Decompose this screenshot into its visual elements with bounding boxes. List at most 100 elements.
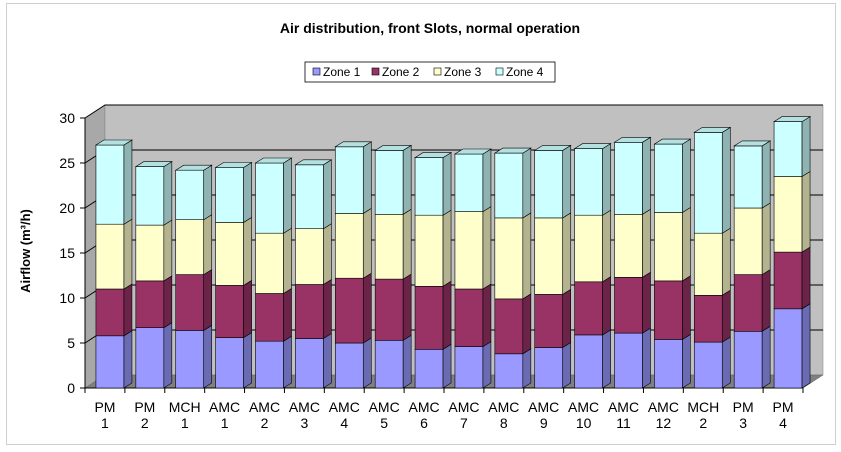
bar-segment (773, 303, 811, 389)
bar-segment (175, 214, 213, 276)
bar-segment (175, 269, 213, 331)
bar-segment (135, 219, 173, 282)
legend-box (304, 61, 556, 83)
bar-segment (374, 208, 412, 280)
x-tick-label: 3 (300, 415, 308, 431)
x-tick-label: 2 (261, 415, 269, 431)
y-tick-label: 5 (67, 335, 75, 351)
x-tick-label: 8 (500, 415, 508, 431)
x-tick-label: 4 (340, 415, 348, 431)
bar-segment (215, 216, 252, 286)
bar-segment (374, 273, 412, 341)
legend-label: Zone 1 (323, 65, 361, 79)
x-tick-label: 2 (699, 415, 707, 431)
bar-segment (614, 327, 651, 389)
bar-segment (693, 126, 732, 234)
bar-segment (733, 325, 771, 389)
bar-segment (135, 275, 173, 329)
bar-segment (334, 207, 372, 279)
x-tick-label: 9 (540, 415, 548, 431)
bar-segment (414, 280, 452, 350)
bar-segment (175, 324, 213, 389)
bar-segment (493, 147, 532, 219)
x-tick-label: MCH (169, 399, 201, 415)
x-tick-label: AMC (448, 399, 479, 415)
x-tick-label: 6 (420, 415, 428, 431)
legend-swatch (433, 67, 442, 76)
bar-segment (733, 140, 772, 209)
x-tick-label: PM (733, 399, 754, 415)
bar-segment (94, 139, 133, 225)
bar-segment (773, 116, 812, 178)
x-tick-label: AMC (488, 399, 519, 415)
x-tick-label: 3 (739, 415, 747, 431)
x-tick-label: PM (94, 399, 115, 415)
gridline (84, 104, 823, 119)
bar-segment (534, 341, 572, 389)
bar-segment (574, 209, 611, 283)
bar-segment (534, 212, 572, 295)
x-tick-label: AMC (209, 399, 240, 415)
x-tick-label: 1 (101, 415, 109, 431)
bar-segment (573, 143, 612, 216)
bar-segment (414, 152, 453, 216)
legend: Zone 1 Zone 2 Zone 3 Zone 4 (304, 61, 556, 83)
bar-segment (654, 333, 691, 389)
bar-segment (334, 141, 373, 214)
x-tick-label: AMC (369, 399, 400, 415)
bar-segment (773, 246, 811, 310)
bar-segment (134, 161, 173, 226)
bar-segment (95, 218, 133, 290)
legend-swatch (371, 67, 380, 76)
legend-label: Zone 2 (382, 65, 420, 79)
legend-item: Zone 2 (371, 65, 420, 79)
bar-segment (454, 206, 492, 290)
bar-segment (374, 144, 413, 215)
bar-segment (214, 161, 253, 223)
y-tick-label: 20 (59, 200, 75, 216)
bar-segment (733, 269, 771, 332)
bar-segment (334, 272, 372, 344)
bar-segment (454, 283, 492, 348)
y-axis-label: Airflow (m³/h) (18, 209, 33, 293)
x-tick-label: 12 (656, 415, 672, 431)
y-tick-label: 30 (59, 110, 75, 126)
bars (94, 116, 812, 389)
bar-segment (693, 227, 731, 296)
x-tick-label: 7 (460, 415, 468, 431)
legend-item: Zone 3 (433, 65, 482, 79)
bar-segment (494, 293, 532, 355)
x-tick-label: PM (773, 399, 794, 415)
bar-segment (614, 208, 651, 278)
bar-segment (454, 341, 492, 389)
bar-segment (414, 209, 452, 287)
bar-segment (295, 278, 332, 340)
bar-segment (574, 329, 611, 389)
x-tick-label: MCH (687, 399, 719, 415)
x-tick-label: 2 (141, 415, 149, 431)
x-tick-label: AMC (528, 399, 559, 415)
bar-segment (294, 159, 333, 230)
x-tick-label: AMC (329, 399, 360, 415)
bar-segment (733, 202, 771, 276)
x-axis: PM1PM2MCH1AMC1AMC2AMC3AMC4AMC5AMC6AMC7AM… (84, 387, 804, 431)
x-tick-label: 1 (181, 415, 189, 431)
bar-segment (95, 283, 133, 337)
bar-segment (374, 334, 412, 389)
bar-segment (255, 335, 292, 389)
x-tick-label: AMC (408, 399, 439, 415)
bar-segment (654, 206, 691, 282)
y-tick-label: 25 (59, 155, 75, 171)
bar-segment (534, 288, 572, 349)
x-tick-label: 5 (380, 415, 388, 431)
bar-segment (494, 348, 532, 389)
bar-segment (254, 157, 293, 234)
legend-label: Zone 4 (506, 65, 544, 79)
x-tick-label: AMC (608, 399, 639, 415)
x-tick-label: AMC (648, 399, 679, 415)
bar-segment (255, 287, 292, 342)
bar-segment (533, 144, 572, 219)
x-tick-label: AMC (568, 399, 599, 415)
bar-segment (135, 322, 173, 389)
